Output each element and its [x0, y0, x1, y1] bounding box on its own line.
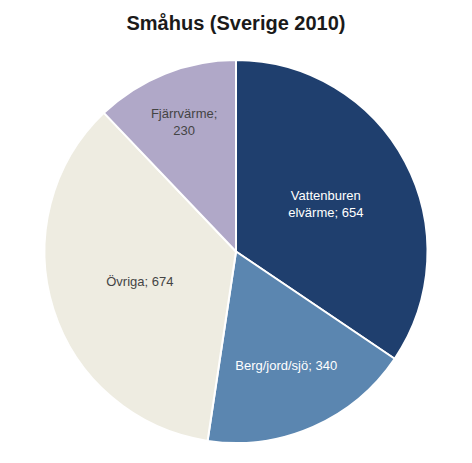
svg-text:Vattenburenelvärme; 654: Vattenburenelvärme; 654: [288, 188, 363, 220]
svg-text:Fjärrvärme;230: Fjärrvärme;230: [151, 106, 217, 138]
svg-text:Småhus (Sverige 2010): Småhus (Sverige 2010): [127, 12, 346, 34]
svg-text:Berg/jord/sjö; 340: Berg/jord/sjö; 340: [235, 358, 337, 373]
svg-text:Övriga; 674: Övriga; 674: [106, 274, 173, 289]
